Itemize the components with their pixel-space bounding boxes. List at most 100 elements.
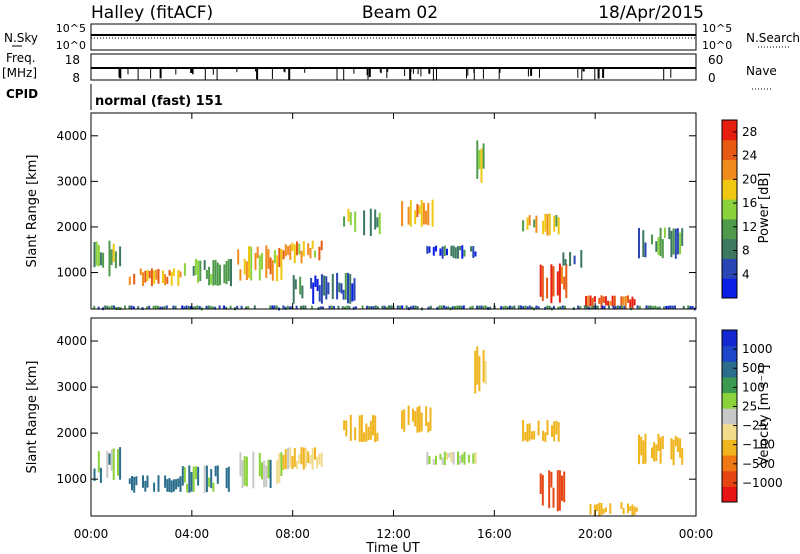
time-xlabel: Time UT (365, 541, 419, 554)
power-cell (97, 306, 100, 310)
power-cell (309, 248, 312, 259)
velocity-colorbar-tick: −500 (742, 457, 775, 471)
power-cell (528, 305, 531, 309)
power-cell (580, 250, 583, 268)
power-cell (280, 249, 283, 281)
power-cell (416, 204, 419, 218)
power-cell (342, 289, 345, 300)
power-cell (243, 258, 246, 275)
power-cell (454, 306, 456, 309)
power-colorbar-tick: 8 (742, 244, 750, 258)
power-cell (541, 265, 544, 301)
power-cell (187, 305, 190, 309)
power-cell (562, 252, 565, 266)
power-cell (624, 296, 627, 309)
y-tick-label: 3000 (56, 380, 87, 394)
power-cell (294, 279, 297, 290)
power-cell (99, 252, 102, 266)
velocity-cell (633, 506, 636, 515)
power-cell (647, 305, 650, 309)
power-cell (286, 305, 289, 309)
power-cell (133, 273, 136, 285)
power-cell (556, 271, 559, 296)
cpid-value: normal (fast) 151 (95, 94, 223, 109)
power-cell (194, 259, 197, 276)
power-cell (509, 305, 511, 309)
velocity-cell (197, 466, 200, 486)
power-cell (623, 305, 626, 309)
velocity-cell (365, 423, 368, 442)
power-scatter-cells (93, 140, 696, 311)
power-cell (300, 250, 303, 264)
power-cell (344, 306, 346, 310)
velocity-cell (314, 447, 316, 460)
power-cell (440, 305, 443, 309)
velocity-cell (461, 454, 464, 463)
velocity-cell (349, 414, 352, 441)
power-cell (552, 266, 555, 297)
velocity-cell (681, 448, 684, 465)
velocity-cell (374, 415, 377, 443)
power-cell (665, 306, 668, 309)
velocity-cell (620, 502, 623, 509)
power-cell (209, 305, 212, 309)
power-cell (214, 306, 217, 310)
power-cell (645, 305, 648, 309)
power-cell (564, 259, 567, 266)
power-cell (681, 228, 684, 246)
velocity-cell (311, 448, 314, 470)
velocity-cell (205, 465, 208, 493)
velocity-cell (358, 415, 361, 442)
power-ylabel: Slant Range [km] (25, 155, 40, 268)
power-cell (146, 306, 148, 310)
velocity-colorbar-tick: −1000 (742, 476, 783, 490)
nsky-tick-bottom: 10^0 (56, 39, 86, 52)
velocity-cell (131, 476, 133, 491)
velocity-colorbar-tick: −25 (742, 419, 767, 433)
power-cell (170, 271, 173, 286)
velocity-cell (307, 451, 310, 463)
power-cell (132, 306, 135, 310)
velocity-cell (670, 438, 673, 460)
velocity-cell (676, 437, 679, 453)
velocity-cell (166, 479, 169, 492)
x-tick-label: 04:00 (175, 527, 210, 541)
power-cell (407, 206, 410, 225)
power-cell (229, 305, 232, 309)
power-cell (112, 243, 115, 262)
velocity-cell (435, 455, 437, 465)
power-cell (674, 305, 676, 309)
power-cell (289, 306, 291, 310)
power-cell (256, 246, 259, 259)
power-cell (295, 305, 298, 309)
power-cell (600, 295, 603, 309)
power-cell (124, 305, 126, 309)
power-cell (414, 305, 417, 309)
velocity-cell (553, 421, 556, 442)
y-tick-label: 4000 (56, 129, 87, 143)
power-cell (225, 261, 228, 285)
power-cell (245, 261, 248, 280)
power-cell (555, 215, 558, 227)
power-cell (422, 202, 425, 225)
power-cell (587, 295, 590, 309)
power-cell (331, 273, 334, 299)
power-cell (409, 200, 412, 227)
velocity-cell (93, 468, 96, 481)
velocity-cell (401, 410, 404, 429)
velocity-cell (135, 476, 138, 486)
power-cell (631, 296, 634, 309)
power-cell (633, 299, 636, 306)
velocity-cell (117, 449, 119, 476)
power-colorbar: 4 8 12 16 20 24 28 (721, 119, 757, 299)
power-cell (612, 305, 615, 309)
power-cell (161, 270, 164, 284)
power-cell (97, 244, 100, 267)
velocity-cell (252, 451, 255, 489)
power-cell (258, 255, 261, 281)
power-cell (164, 274, 167, 286)
power-cell (438, 305, 441, 309)
power-cell (601, 305, 604, 309)
power-cell (370, 306, 373, 310)
power-cell (447, 306, 450, 310)
